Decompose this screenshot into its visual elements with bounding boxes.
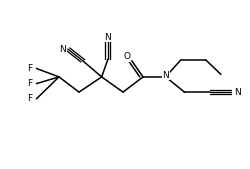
Text: O: O: [123, 52, 130, 61]
Text: N: N: [59, 44, 66, 54]
Text: F: F: [28, 94, 32, 103]
Text: F: F: [28, 79, 32, 88]
Text: F: F: [28, 64, 32, 73]
Text: N: N: [233, 88, 239, 97]
Text: N: N: [162, 71, 168, 80]
Text: N: N: [104, 33, 111, 42]
